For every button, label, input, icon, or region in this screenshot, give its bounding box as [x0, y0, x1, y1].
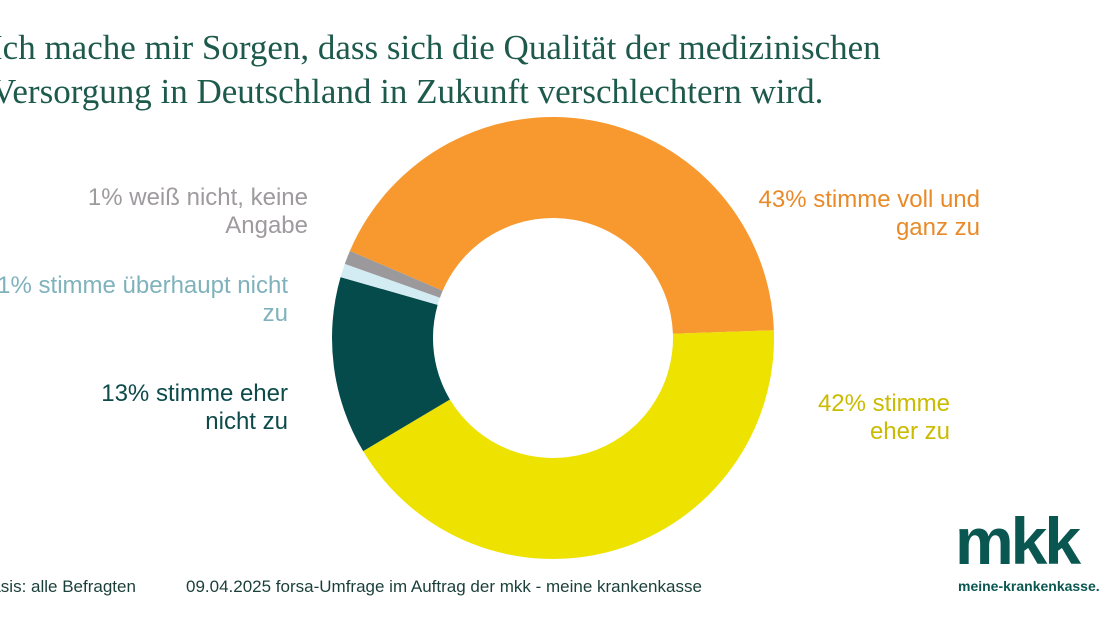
slice-value-label: 42% [817, 390, 866, 417]
logo-url: meine-krankenkasse.de [958, 578, 1100, 594]
pie-slice [332, 277, 450, 452]
slice-category: weiß nicht, keine Angabe [129, 184, 308, 239]
logo: mkk [955, 504, 1081, 578]
slice-label: 43% stimme voll und ganz zu [752, 186, 980, 242]
pie-slice [363, 330, 774, 560]
slice-category: stimme voll und ganz zu [813, 186, 980, 241]
basis-note: Basis: alle Befragten [0, 577, 136, 596]
slice-value-label: 1% [0, 272, 32, 299]
slice-category: stimme eher zu [869, 390, 950, 445]
pie-slice [340, 263, 440, 305]
slice-value-label: 13% [101, 380, 150, 407]
pie-slice [344, 250, 443, 298]
source-note: 09.04.2025 forsa-Umfrage im Auftrag der … [186, 577, 702, 596]
slice-label: 1% weiß nicht, keine Angabe [68, 184, 308, 240]
slice-label: 42% stimme eher zu [778, 390, 950, 446]
slice-category: stimme eher nicht zu [155, 380, 288, 435]
pie-slice [349, 116, 774, 334]
chart-title: Ich mache mir Sorgen, dass sich die Qual… [0, 28, 881, 111]
slice-label: 13% stimme eher nicht zu [48, 380, 288, 436]
slice-value-label: 43% [758, 186, 807, 213]
slice-label: 1% stimme überhaupt nicht zu [0, 272, 288, 328]
slice-value-label: 1% [87, 184, 123, 211]
slice-category: stimme überhaupt nicht zu [38, 272, 288, 327]
